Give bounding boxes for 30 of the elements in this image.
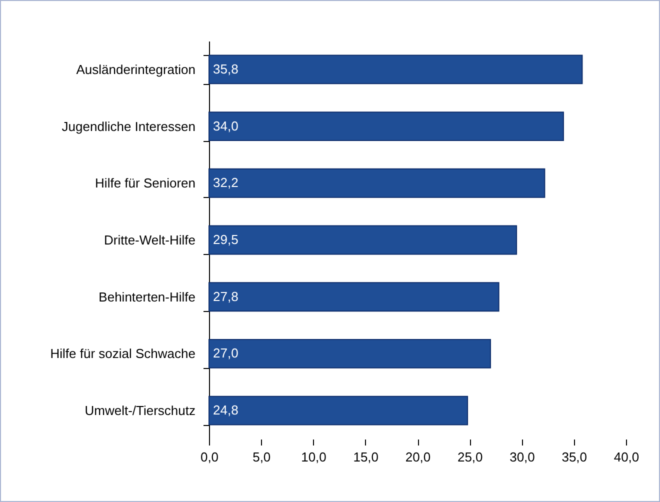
x-tick-label: 25,0 xyxy=(457,450,483,464)
data-label: 27,8 xyxy=(213,288,238,304)
bar xyxy=(208,282,500,312)
bar xyxy=(208,112,564,141)
x-tick-label: 5,0 xyxy=(252,450,271,464)
x-tick-label: 40,0 xyxy=(614,450,640,464)
y-tick-label: Jugendliche Interessen xyxy=(62,118,196,134)
bar xyxy=(208,339,491,368)
data-label: 27,0 xyxy=(213,346,238,361)
data-label: 35,8 xyxy=(213,61,238,76)
x-tick-label: 30,0 xyxy=(510,450,535,464)
y-tick-label: Ausländerintegration xyxy=(76,62,196,77)
data-label: 34,0 xyxy=(213,118,238,134)
y-tick-label: Dritte-Welt-Hilfe xyxy=(104,232,196,248)
bar xyxy=(208,168,546,198)
data-label: 24,8 xyxy=(213,402,238,418)
x-tick-label: 20,0 xyxy=(405,450,431,464)
data-label: 32,2 xyxy=(213,175,238,190)
y-tick-label: Behinterten-Hilfe xyxy=(98,289,196,304)
x-tick-label: 0,0 xyxy=(200,450,219,464)
bar xyxy=(208,54,583,84)
bar xyxy=(208,396,468,426)
x-tick-label: 10,0 xyxy=(301,450,326,464)
y-tick-label: Umwelt-/Tierschutz xyxy=(84,403,196,418)
x-tick-label: 15,0 xyxy=(353,450,379,464)
x-tick-label: 35,0 xyxy=(562,450,588,464)
y-tick-label: Hilfe für Senioren xyxy=(95,176,196,191)
data-label: 29,5 xyxy=(213,232,238,247)
bar xyxy=(208,225,518,255)
y-tick-label: Hilfe für sozial Schwache xyxy=(50,346,196,362)
